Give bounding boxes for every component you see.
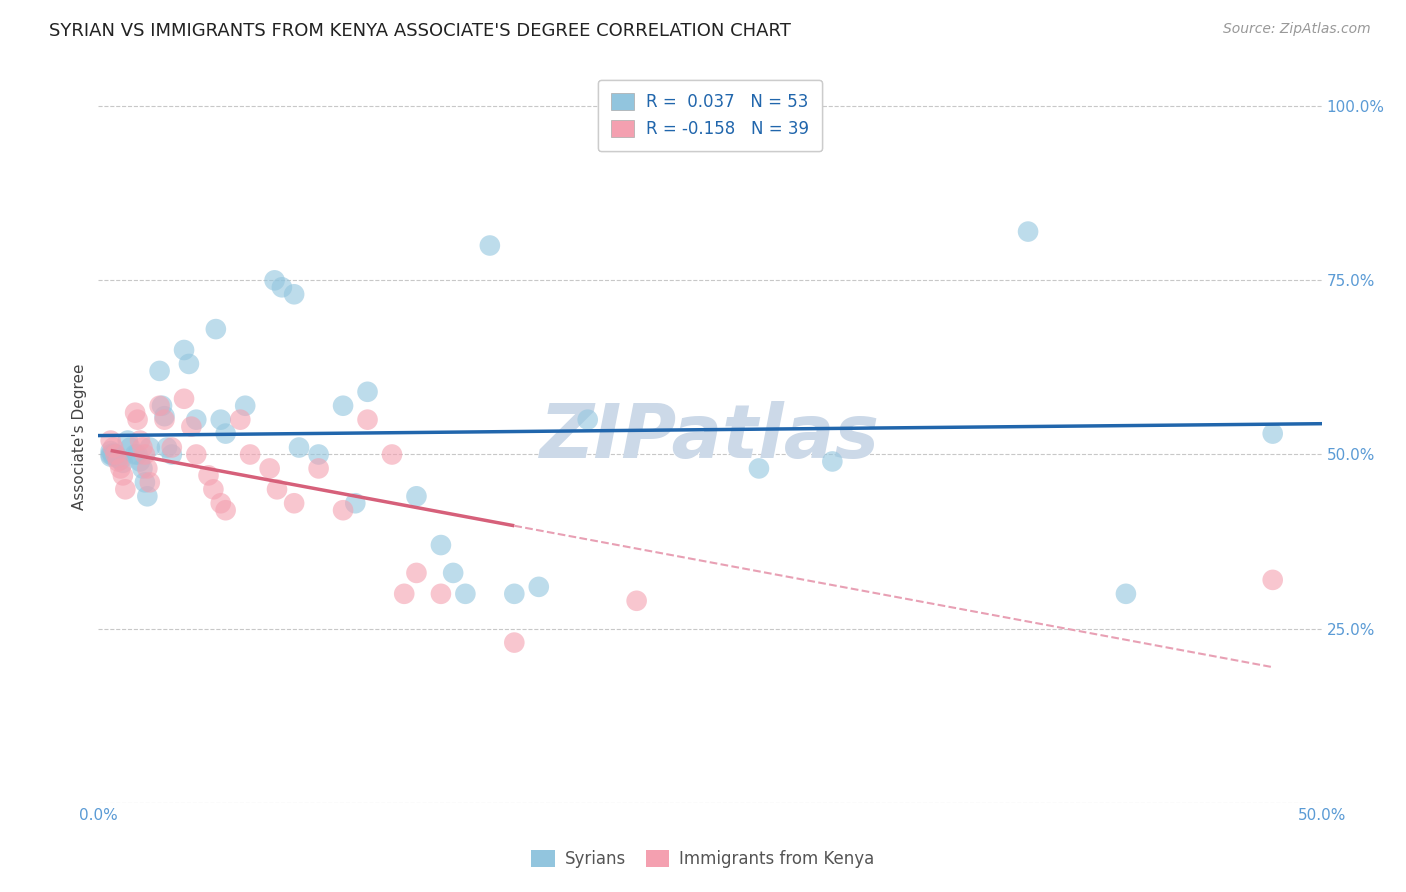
Point (344, 496, 367, 510)
Point (259, 461, 281, 475)
Point (214, 503, 236, 517)
Point (186, 412, 208, 426)
Point (156, 441, 179, 455)
Point (149, 399, 172, 413)
Point (405, 489, 427, 503)
Point (441, 566, 464, 580)
Point (1261, 573, 1284, 587)
Point (114, 483, 136, 497)
Point (129, 434, 152, 448)
Point (748, 461, 770, 475)
Point (127, 412, 149, 426)
Point (107, 454, 129, 468)
Point (266, 483, 288, 497)
Point (1115, 587, 1137, 601)
Point (104, 448, 127, 462)
Point (100, 434, 122, 448)
Point (101, 441, 124, 455)
Point (136, 461, 159, 475)
Point (120, 441, 142, 455)
Point (149, 364, 172, 378)
Point (139, 475, 162, 490)
Point (288, 441, 311, 455)
Point (100, 450, 122, 464)
Point (101, 448, 124, 462)
Point (527, 580, 550, 594)
Point (150, 399, 173, 413)
Point (233, 399, 256, 413)
Point (111, 468, 134, 483)
Point (454, 587, 477, 601)
Point (626, 594, 648, 608)
Point (478, 238, 501, 252)
Point (356, 384, 378, 399)
Point (107, 450, 129, 465)
Point (270, 280, 294, 294)
Point (160, 441, 183, 455)
Point (308, 461, 330, 475)
Point (131, 461, 153, 475)
Point (283, 496, 305, 510)
Point (1017, 225, 1039, 239)
Point (104, 448, 127, 462)
Point (180, 419, 202, 434)
Point (381, 448, 404, 462)
Text: ZIPatlas: ZIPatlas (540, 401, 880, 474)
Legend: R =  0.037   N = 53, R = -0.158   N = 39: R = 0.037 N = 53, R = -0.158 N = 39 (598, 79, 823, 151)
Point (205, 322, 228, 336)
Point (503, 635, 526, 649)
Point (100, 444, 122, 458)
Point (160, 448, 183, 462)
Text: SYRIAN VS IMMIGRANTS FROM KENYA ASSOCIATE'S DEGREE CORRELATION CHART: SYRIAN VS IMMIGRANTS FROM KENYA ASSOCIAT… (49, 22, 792, 40)
Point (153, 409, 176, 424)
Point (197, 468, 219, 483)
Point (405, 566, 427, 580)
Point (110, 453, 132, 467)
Point (430, 538, 453, 552)
Point (209, 496, 232, 510)
Point (134, 475, 156, 490)
Point (153, 412, 176, 426)
Point (100, 448, 122, 462)
Point (699, 127, 721, 141)
Point (111, 456, 134, 470)
Legend: Syrians, Immigrants from Kenya: Syrians, Immigrants from Kenya (524, 843, 882, 875)
Point (214, 426, 236, 441)
Point (356, 412, 378, 426)
Point (332, 503, 354, 517)
Point (134, 448, 156, 462)
Point (124, 406, 146, 420)
Point (110, 461, 132, 475)
Point (124, 448, 146, 462)
Point (283, 287, 305, 301)
Point (117, 434, 139, 448)
Point (129, 454, 152, 468)
Point (308, 448, 330, 462)
Y-axis label: Associate's Degree: Associate's Degree (72, 364, 87, 510)
Text: Source: ZipAtlas.com: Source: ZipAtlas.com (1223, 22, 1371, 37)
Point (576, 412, 599, 426)
Point (101, 449, 124, 463)
Point (430, 587, 453, 601)
Point (177, 357, 200, 371)
Point (131, 441, 153, 455)
Point (127, 448, 149, 462)
Point (186, 448, 208, 462)
Point (136, 489, 159, 503)
Point (821, 454, 844, 468)
Point (392, 587, 416, 601)
Point (1261, 426, 1284, 441)
Point (503, 587, 526, 601)
Point (139, 441, 162, 455)
Point (101, 446, 124, 460)
Point (202, 483, 225, 497)
Point (263, 273, 285, 287)
Point (209, 412, 232, 426)
Point (173, 343, 195, 357)
Point (173, 392, 195, 406)
Point (229, 412, 252, 426)
Point (239, 448, 262, 462)
Point (332, 399, 354, 413)
